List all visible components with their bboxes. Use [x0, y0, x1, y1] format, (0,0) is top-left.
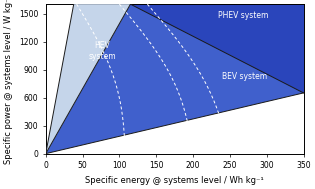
- Polygon shape: [46, 4, 130, 154]
- X-axis label: Specific energy @ systems level / Wh kg⁻¹: Specific energy @ systems level / Wh kg⁻…: [85, 176, 264, 185]
- Text: BEV system: BEV system: [222, 72, 267, 81]
- Polygon shape: [130, 4, 304, 93]
- Text: PHEV system: PHEV system: [218, 11, 268, 20]
- Text: HEV
system: HEV system: [89, 41, 116, 61]
- Text: 2014: 2014: [110, 145, 126, 150]
- Text: 2025: 2025: [217, 138, 232, 143]
- Polygon shape: [46, 4, 304, 154]
- Y-axis label: Specific power @ systems level / W kg⁻¹: Specific power @ systems level / W kg⁻¹: [4, 0, 13, 164]
- Text: 2020: 2020: [179, 140, 195, 145]
